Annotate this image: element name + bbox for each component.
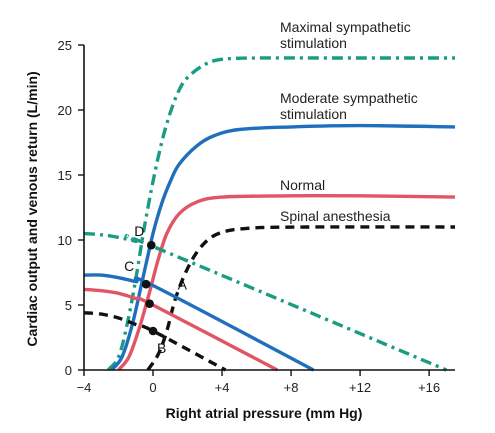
x-tick-label: +8 [284, 380, 299, 395]
x-tick-label: −4 [77, 380, 92, 395]
equilibrium-label-b: B [157, 340, 166, 356]
equilibrium-point-d [146, 240, 156, 250]
x-axis-title: Right atrial pressure (mm Hg) [166, 405, 363, 421]
equilibrium-point-b [148, 326, 158, 336]
equilibrium-label-c: C [124, 258, 134, 274]
points-layer [141, 240, 158, 336]
y-axis-title: Cardiac output and venous return (L/min) [24, 71, 40, 346]
y-tick-label: 0 [65, 363, 72, 378]
equilibrium-point-c [141, 279, 151, 289]
y-tick-label: 25 [58, 38, 72, 53]
series-label-normal: Normal [280, 177, 325, 193]
series-label-spinal-anesthesia: Spinal anesthesia [280, 208, 391, 224]
venous-return-spinal [83, 311, 227, 372]
labels-layer: Maximal sympathetic stimulation Moderate s… [124, 19, 418, 356]
venous-return-moderate [83, 273, 315, 372]
y-tick-label: 10 [58, 233, 72, 248]
series-label-moderate-sympathetic-stimulation: Moderate sympathetic stimulation [280, 90, 418, 122]
x-tick-label: +4 [215, 380, 230, 395]
equilibrium-point-a [145, 299, 154, 309]
cardiac-output-curve-maximal-sympathetic-stimulation [106, 56, 455, 372]
cardiac-output-curve-spinal-anesthesia [146, 225, 456, 371]
equilibrium-label-a: A [178, 277, 188, 293]
x-tick-label: +16 [418, 380, 440, 395]
series-label-maximal-sympathetic-stimulation: Maximal sympathetic stimulation [280, 19, 411, 51]
y-tick-label: 15 [58, 168, 72, 183]
y-tick-label: 5 [65, 298, 72, 313]
equilibrium-label-d: D [134, 223, 144, 239]
cardiac-output-curve-moderate-sympathetic-stimulation [110, 123, 456, 372]
venous-return-max [83, 231, 448, 372]
y-tick-label: 20 [58, 103, 72, 118]
series-layer [83, 56, 456, 372]
axes-layer: 0 5 10 15 20 25 −4 0 +4 +8 +12 +16 [58, 38, 455, 395]
venous-return-normal [83, 287, 279, 372]
cardiac-output-curve-normal [117, 193, 456, 372]
x-tick-label: 0 [149, 380, 156, 395]
x-tick-label: +12 [349, 380, 371, 395]
